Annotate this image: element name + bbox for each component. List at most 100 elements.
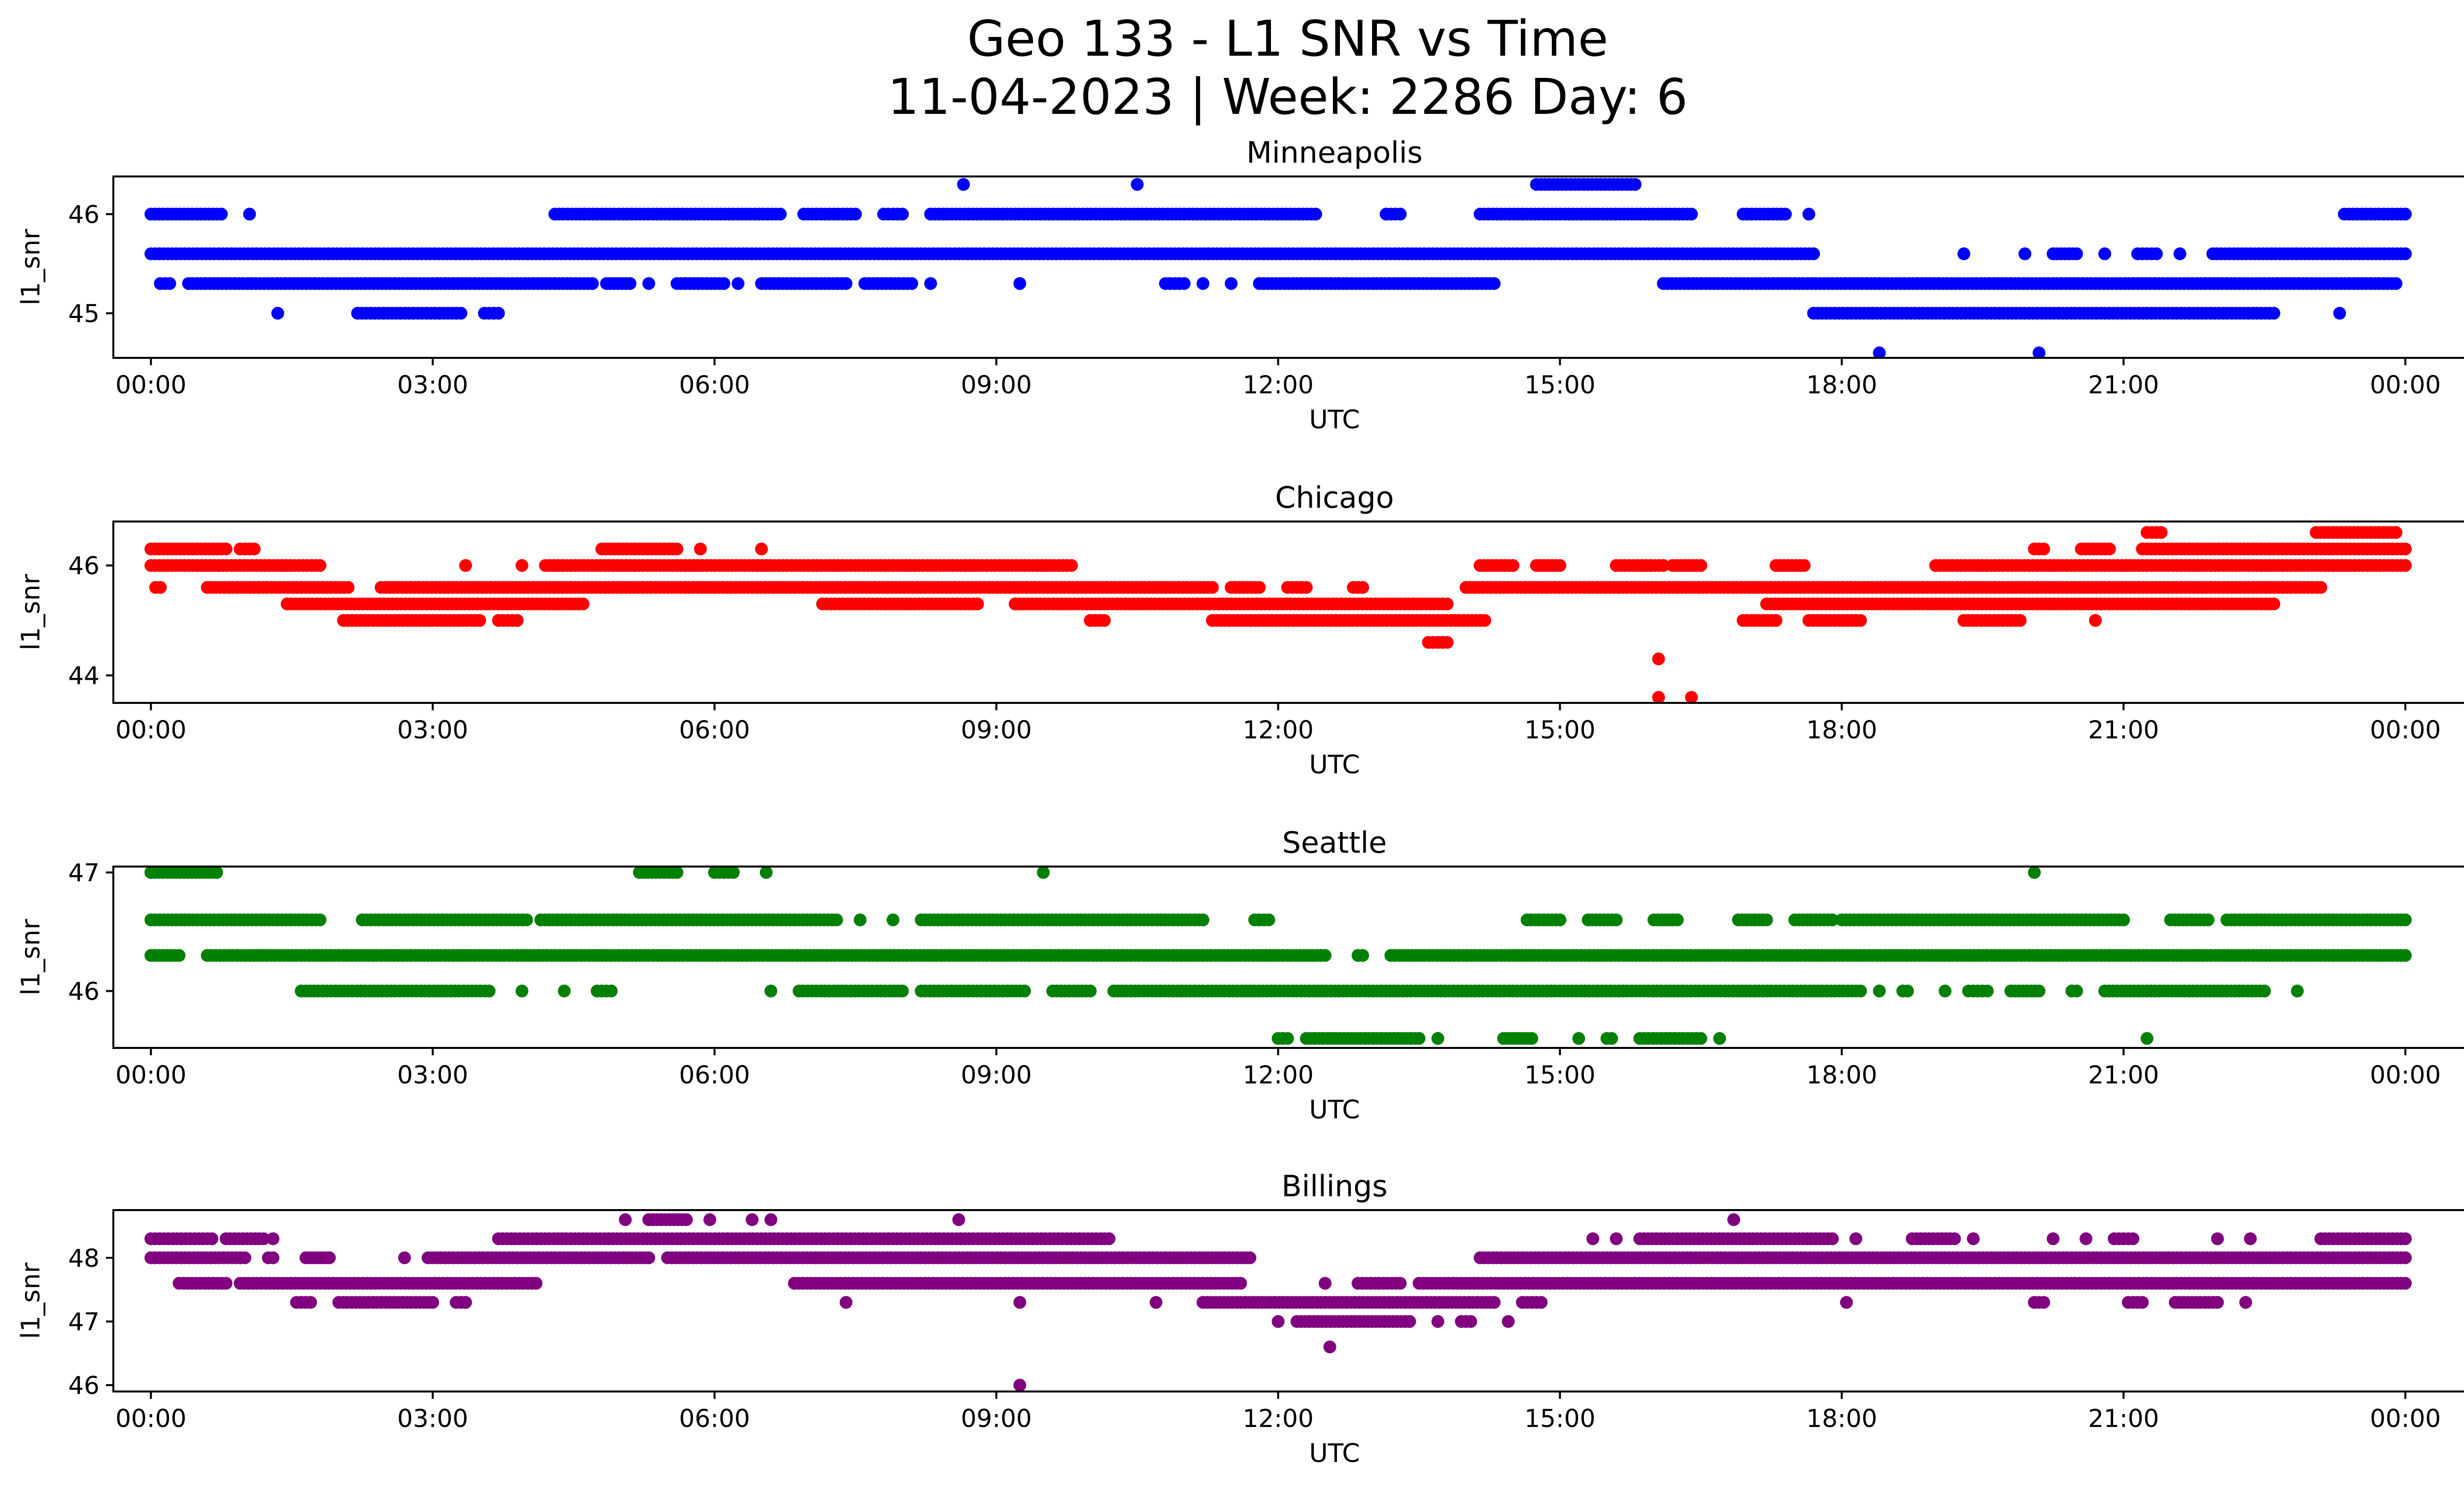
data-points (144, 526, 2412, 703)
data-point (1197, 913, 1210, 927)
data-point (313, 559, 327, 572)
data-point (454, 307, 468, 320)
data-point (515, 559, 529, 572)
data-point (1967, 1232, 1980, 1246)
data-point (1440, 597, 1454, 611)
data-points (144, 867, 2412, 1045)
data-point (2079, 1232, 2092, 1246)
data-point (854, 913, 867, 927)
data-point (257, 1232, 270, 1246)
data-point (1394, 208, 1407, 221)
y-tick-label: 46 (68, 552, 100, 580)
data-point (1525, 1032, 1539, 1045)
data-point (1981, 984, 1994, 998)
data-point (1873, 984, 1886, 998)
data-point (1609, 1232, 1623, 1246)
data-point (1671, 913, 1684, 927)
data-point (219, 542, 233, 556)
data-point (774, 208, 787, 221)
y-axis-label: l1_snr (16, 229, 46, 306)
data-points (144, 178, 2412, 358)
data-point (1572, 1032, 1585, 1045)
data-point (1769, 614, 1782, 627)
data-point (520, 913, 533, 927)
data-point (1309, 208, 1322, 221)
x-tick-label: 06:00 (679, 716, 750, 744)
data-point (1798, 559, 1811, 572)
x-tick-label: 21:00 (2088, 1061, 2159, 1089)
data-point (905, 277, 919, 290)
data-point (1957, 247, 1971, 260)
data-point (1826, 913, 1839, 927)
data-point (1826, 1232, 1839, 1246)
data-point (1854, 984, 1867, 998)
x-tick-label: 12:00 (1243, 716, 1314, 744)
data-point (515, 984, 529, 998)
x-tick-label: 06:00 (679, 1061, 750, 1089)
data-point (2399, 949, 2412, 962)
y-axis-label: l1_snr (16, 919, 46, 996)
data-point (623, 277, 637, 290)
data-point (2155, 526, 2168, 539)
x-axis-label: UTC (1309, 1095, 1360, 1125)
data-point (1873, 346, 1886, 358)
subplot-title: Minneapolis (1246, 136, 1423, 170)
x-tick-label: 18:00 (1806, 371, 1877, 399)
data-point (764, 1213, 778, 1226)
data-point (2173, 247, 2187, 260)
data-point (2211, 1232, 2224, 1246)
data-point (1652, 691, 1665, 703)
x-tick-label: 06:00 (679, 371, 750, 399)
figure-title: Geo 133 - L1 SNR vs Time (967, 10, 1608, 68)
data-point (482, 984, 496, 998)
y-tick-label: 46 (68, 200, 100, 229)
data-point (1652, 652, 1665, 665)
data-point (1948, 1232, 1961, 1246)
data-point (267, 1232, 279, 1246)
data-point (247, 542, 261, 556)
y-tick-label: 46 (68, 977, 100, 1006)
data-point (971, 597, 984, 611)
x-tick-label: 00:00 (2370, 1061, 2441, 1089)
data-point (952, 1213, 965, 1226)
data-point (605, 984, 618, 998)
data-point (2089, 614, 2102, 627)
data-point (2399, 247, 2412, 260)
data-point (2399, 913, 2412, 927)
data-point (727, 867, 740, 879)
x-tick-label: 00:00 (2370, 716, 2441, 744)
data-point (680, 1213, 693, 1226)
data-point (1553, 913, 1567, 927)
data-point (839, 277, 853, 290)
data-point (1206, 581, 1219, 594)
data-point (1760, 913, 1773, 927)
data-point (2140, 1032, 2154, 1045)
data-point (1356, 949, 1369, 962)
data-point (830, 913, 843, 927)
data-point (957, 178, 970, 191)
data-point (2399, 559, 2412, 572)
x-tick-label: 00:00 (2370, 371, 2441, 399)
axes-frame (112, 866, 2464, 1049)
data-point (1018, 984, 1031, 998)
figure-subtitle: 11-04-2023 | Week: 2286 Day: 6 (888, 68, 1688, 126)
data-point (2070, 247, 2083, 260)
data-point (154, 581, 167, 594)
data-point (205, 1232, 219, 1246)
data-point (2032, 346, 2046, 358)
data-point (1037, 867, 1050, 879)
data-point (1727, 1213, 1741, 1226)
data-point (1084, 984, 1097, 998)
data-point (219, 1277, 233, 1290)
data-point (1849, 1232, 1862, 1246)
x-tick-label: 15:00 (1524, 371, 1595, 399)
x-tick-label: 03:00 (397, 371, 468, 399)
data-point (1713, 1032, 1726, 1045)
data-point (577, 597, 590, 611)
data-point (2070, 984, 2083, 998)
data-point (2098, 247, 2111, 260)
data-point (2126, 1232, 2140, 1246)
